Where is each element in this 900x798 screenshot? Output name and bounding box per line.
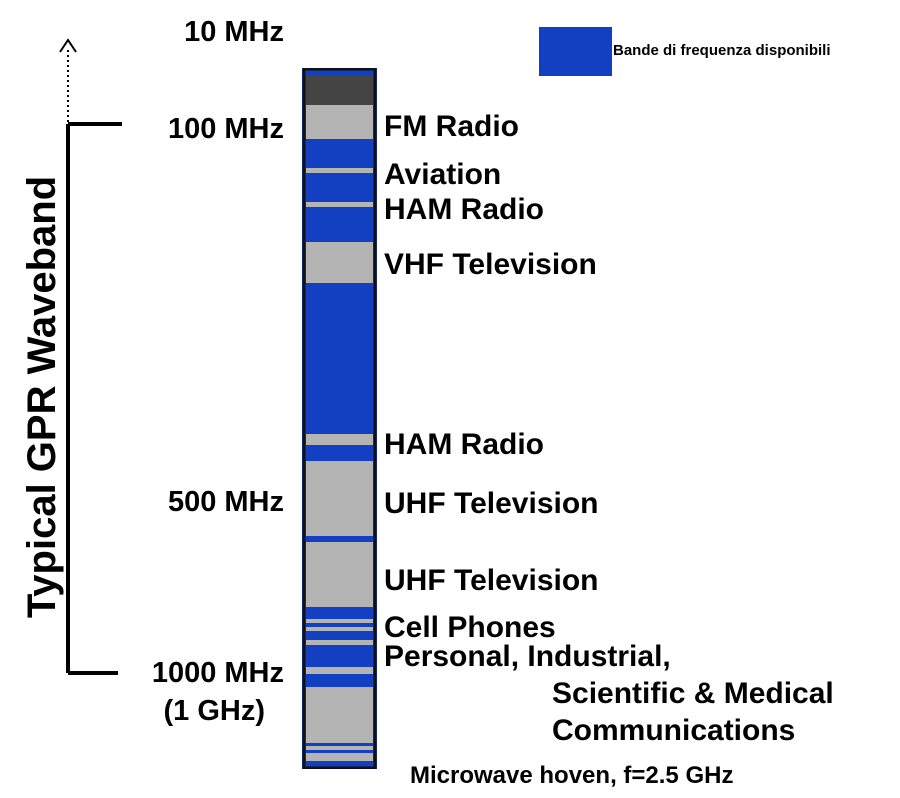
freq-label-500mhz: 500 MHz — [167, 486, 284, 518]
service-ism-line-3: Communications — [552, 714, 796, 747]
band-microwave-1 — [306, 743, 373, 746]
service-vhf-television: VHF Television — [384, 248, 597, 281]
legend-swatch — [539, 27, 612, 76]
freq-label-10mhz: 10 MHz — [184, 16, 284, 48]
service-aviation: Aviation — [384, 158, 502, 191]
band-ham-radio-1 — [306, 202, 373, 207]
freq-label-1ghz: (1 GHz) — [163, 695, 266, 727]
service-microwave-oven: Microwave hoven, f=2.5 GHz — [410, 762, 734, 789]
strip-outline — [302, 68, 377, 769]
band-top-dark — [306, 76, 373, 105]
waveband-bracket — [59, 38, 122, 675]
service-uhf-television-2: UHF Television — [384, 564, 599, 597]
arrow-head-icon — [59, 38, 77, 53]
freq-label-1000mhz: 1000 MHz — [151, 657, 284, 689]
legend-label: Bande di frequenza disponibili — [613, 42, 831, 59]
service-ism-line-2: Scientific & Medical — [552, 677, 834, 710]
band-ism-1 — [306, 640, 373, 645]
freq-label-100mhz: 100 MHz — [167, 113, 284, 145]
service-uhf-television-1: UHF Television — [384, 487, 599, 520]
band-ham-radio-2 — [306, 434, 373, 445]
band-uhf-television-1 — [306, 461, 373, 536]
service-ham-radio-2: HAM Radio — [384, 428, 544, 461]
strip-background-available — [302, 68, 377, 769]
service-cell-phones: Cell Phones — [384, 611, 556, 644]
band-aviation — [306, 168, 373, 173]
band-uhf-television-2 — [306, 542, 373, 607]
band-fm-radio — [306, 105, 373, 139]
band-cell-phones-1 — [306, 619, 373, 623]
service-fm-radio: FM Radio — [384, 110, 519, 143]
band-vhf-television — [306, 242, 373, 283]
band-ism-2 — [306, 667, 373, 674]
service-ism-line-1: Personal, Industrial, — [384, 640, 671, 673]
service-ham-radio-1: HAM Radio — [384, 193, 544, 226]
band-cell-phones-2 — [306, 627, 373, 631]
frequency-band-strip — [302, 68, 377, 769]
band-ism-3 — [306, 687, 373, 761]
band-microwave-2 — [306, 750, 373, 753]
